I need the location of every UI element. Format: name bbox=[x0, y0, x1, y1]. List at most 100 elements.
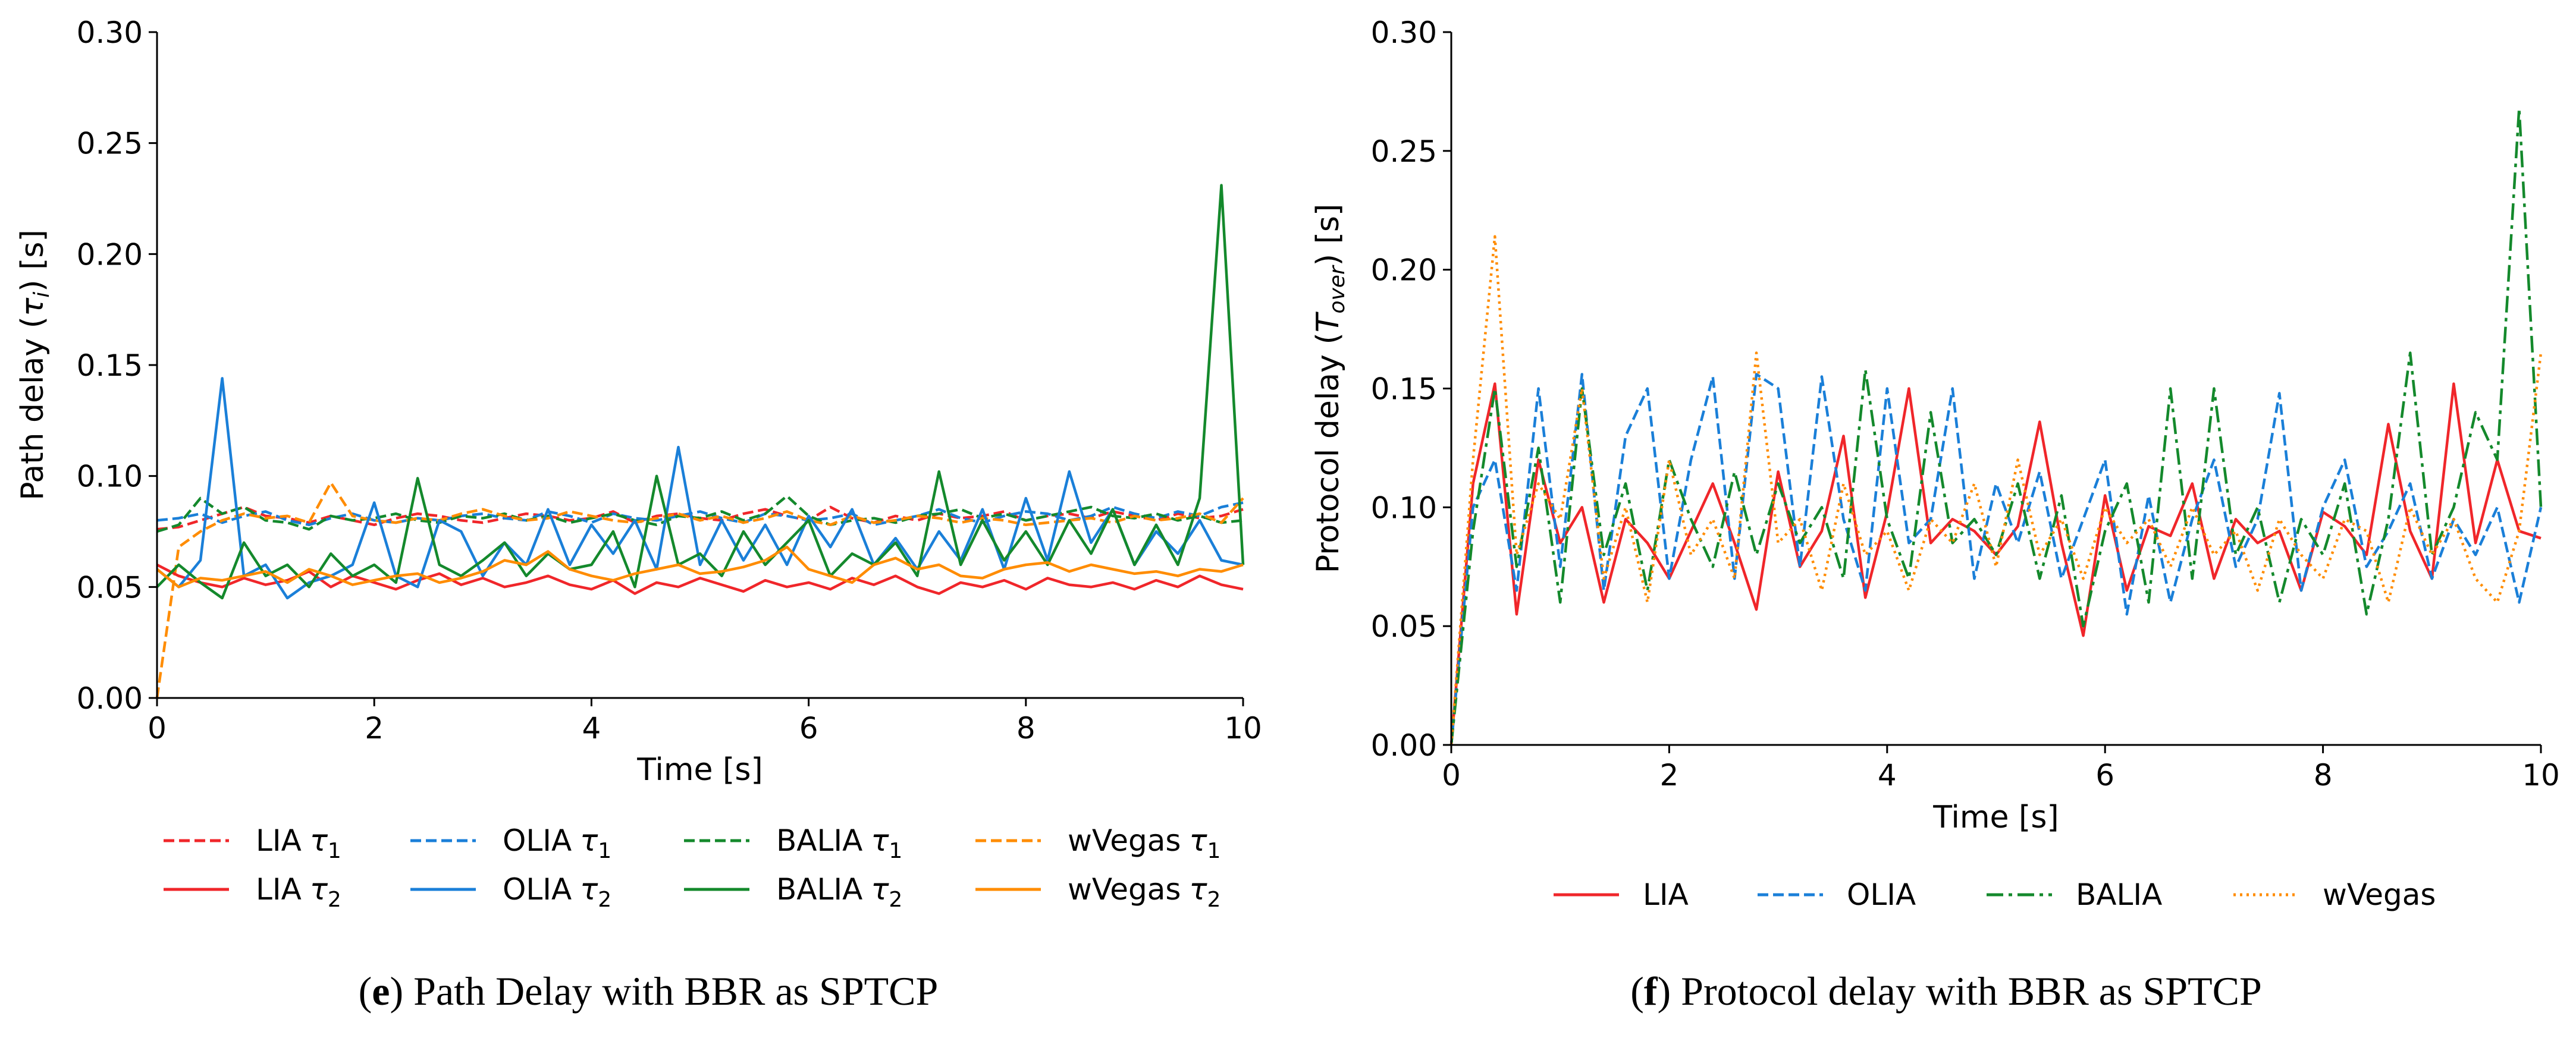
x-tick-label: 6 bbox=[2095, 758, 2114, 792]
y-tick-label: 0.25 bbox=[1371, 134, 1437, 169]
caption-label: e bbox=[372, 968, 390, 1014]
legend-label-symbol: τ bbox=[310, 872, 328, 907]
y-axis-label-symbol: τ bbox=[15, 297, 51, 316]
legend-label: OLIA bbox=[1847, 878, 1916, 912]
legend-label-subscript: 1 bbox=[598, 839, 611, 863]
x-tick-label: 4 bbox=[582, 711, 601, 746]
x-tick-label: 10 bbox=[1224, 711, 1262, 746]
y-tick-label: 0.00 bbox=[77, 681, 143, 716]
caption-text: Protocol delay with BBR as SPTCP bbox=[1681, 968, 2262, 1014]
caption: (f) Protocol delay with BBR as SPTCP bbox=[1630, 968, 2262, 1014]
y-axis-label: Path delay (τi) [s] bbox=[15, 229, 54, 500]
legend-item: wVegas bbox=[2233, 878, 2436, 912]
legend-label: LIA τ1 bbox=[256, 823, 341, 863]
legend-label-name: wVegas bbox=[1068, 823, 1181, 858]
x-tick-label: 8 bbox=[1016, 711, 1036, 746]
y-tick-label: 0.30 bbox=[77, 15, 143, 50]
y-tick-label: 0.20 bbox=[1371, 253, 1437, 288]
legend-label-name: OLIA bbox=[503, 823, 572, 858]
y-tick-label: 0.25 bbox=[77, 127, 143, 161]
legend-label: wVegas τ2 bbox=[1068, 872, 1220, 912]
y-axis-label: Protocol delay (Tover) [s] bbox=[1310, 204, 1350, 574]
y-tick-label: 0.10 bbox=[1371, 490, 1437, 525]
legend-label: BALIA τ1 bbox=[776, 823, 902, 863]
series-line-wvegas-tau1 bbox=[155, 481, 1244, 699]
legend-label-subscript: 2 bbox=[328, 888, 341, 912]
legend-label-subscript: 2 bbox=[598, 888, 611, 912]
legend-item: OLIA τ1 bbox=[410, 823, 611, 863]
x-tick-label: 0 bbox=[1442, 758, 1461, 792]
legend-label-name: OLIA bbox=[503, 872, 572, 907]
legend: LIA OLIA BALIA wVegas bbox=[1554, 878, 2436, 912]
legend-label-symbol: τ bbox=[580, 823, 598, 858]
legend-item: OLIA τ2 bbox=[410, 872, 611, 912]
series-line-balia-tau2 bbox=[156, 184, 1245, 600]
legend-label-symbol: τ bbox=[1189, 823, 1207, 858]
y-tick-label: 0.00 bbox=[1371, 728, 1437, 763]
x-axis-label: Time [s] bbox=[636, 752, 763, 788]
series-line-lia-tau2 bbox=[156, 563, 1244, 595]
x-tick-label: 6 bbox=[799, 711, 818, 746]
legend-label-name: wVegas bbox=[2323, 878, 2436, 912]
caption-paren-close: ) bbox=[390, 968, 413, 1014]
y-axis-label-suffix: ) [s] bbox=[1310, 204, 1346, 266]
legend-label-name: LIA bbox=[256, 872, 302, 907]
series-line-wvegas-tau2 bbox=[156, 545, 1244, 589]
legend-label-subscript: 2 bbox=[1207, 888, 1221, 912]
legend-label: LIA τ2 bbox=[256, 872, 341, 912]
y-axis-label-prefix: Path delay ( bbox=[15, 316, 51, 501]
legend-label-name: LIA bbox=[1643, 878, 1689, 912]
legend-label: wVegas bbox=[2323, 878, 2436, 912]
legend-label-symbol: τ bbox=[871, 823, 889, 858]
legend-item: LIA bbox=[1554, 878, 1689, 912]
legend-label-symbol: τ bbox=[310, 823, 328, 858]
legend-label-name: BALIA bbox=[776, 823, 862, 858]
series-line-balia-tau1 bbox=[156, 495, 1244, 533]
legend-label: BALIA bbox=[2076, 878, 2162, 912]
x-tick-label: 10 bbox=[2522, 758, 2560, 792]
legend-label-subscript: 2 bbox=[889, 888, 902, 912]
x-tick-label: 8 bbox=[2314, 758, 2333, 792]
series-line-olia-tau2 bbox=[156, 377, 1244, 600]
y-axis-label-prefix: Protocol delay ( bbox=[1310, 332, 1346, 573]
caption-paren-open: ( bbox=[1630, 968, 1644, 1014]
legend-label-name: BALIA bbox=[2076, 878, 2162, 912]
legend-label: wVegas τ1 bbox=[1068, 823, 1220, 863]
legend-label-subscript: 1 bbox=[1207, 839, 1221, 863]
y-axis-label-suffix: ) [s] bbox=[15, 229, 51, 291]
legend-label: BALIA τ2 bbox=[776, 872, 902, 912]
legend-item: BALIA τ1 bbox=[684, 823, 902, 863]
legend-item: LIA τ2 bbox=[164, 872, 341, 912]
caption-paren-close: ) bbox=[1658, 968, 1681, 1014]
legend-label-name: BALIA bbox=[776, 872, 862, 907]
legend-item: wVegas τ2 bbox=[975, 872, 1220, 912]
caption: (e) Path Delay with BBR as SPTCP bbox=[359, 968, 939, 1014]
caption-text: Path Delay with BBR as SPTCP bbox=[413, 968, 938, 1014]
y-axis-label-subscript: i bbox=[30, 292, 54, 298]
y-tick-label: 0.15 bbox=[77, 348, 143, 383]
y-tick-label: 0.05 bbox=[1371, 609, 1437, 644]
legend-label-name: LIA bbox=[256, 823, 302, 858]
path-delay-chart: 0 2 4 6 8 10 0.00 0.05 0.10 0.15 0.20 0.25 0.30 Time … bbox=[15, 15, 1262, 1014]
x-axis-label: Time [s] bbox=[1932, 800, 2059, 835]
legend-label-name: wVegas bbox=[1068, 872, 1181, 907]
legend-label-subscript: 1 bbox=[328, 839, 341, 863]
legend-label-subscript: 1 bbox=[889, 839, 902, 863]
x-tick-label: 4 bbox=[1878, 758, 1897, 792]
x-tick-label: 2 bbox=[1659, 758, 1678, 792]
legend-label: OLIA τ1 bbox=[503, 823, 611, 863]
protocol-delay-chart: 0 2 4 6 8 10 0.00 0.05 0.10 0.15 0.20 0.25 0.30 Time … bbox=[1310, 15, 2560, 1014]
y-tick-label: 0.30 bbox=[1371, 15, 1437, 50]
y-axis-label-subscript: over bbox=[1325, 265, 1350, 313]
x-tick-label: 0 bbox=[148, 711, 167, 746]
series-line-balia bbox=[1449, 106, 2543, 746]
legend-item: wVegas τ1 bbox=[975, 823, 1220, 863]
legend-label: OLIA τ2 bbox=[503, 872, 611, 912]
legend-label-symbol: τ bbox=[580, 872, 598, 907]
y-tick-label: 0.15 bbox=[1371, 372, 1437, 407]
y-tick-label: 0.20 bbox=[77, 237, 143, 272]
x-tick-label: 2 bbox=[365, 711, 384, 746]
caption-label: f bbox=[1644, 968, 1658, 1014]
